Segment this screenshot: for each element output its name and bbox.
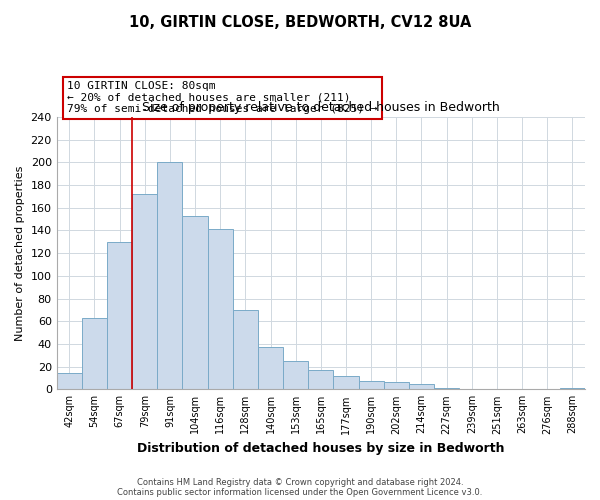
Bar [384, 382, 409, 390]
Bar [560, 388, 585, 390]
Bar [107, 242, 132, 390]
Bar [359, 382, 384, 390]
Y-axis label: Number of detached properties: Number of detached properties [15, 166, 25, 341]
Bar [132, 194, 157, 390]
Text: 10, GIRTIN CLOSE, BEDWORTH, CV12 8UA: 10, GIRTIN CLOSE, BEDWORTH, CV12 8UA [129, 15, 471, 30]
Bar [157, 162, 182, 390]
Text: Contains HM Land Registry data © Crown copyright and database right 2024.
Contai: Contains HM Land Registry data © Crown c… [118, 478, 482, 497]
Bar [208, 230, 233, 390]
Bar [233, 310, 258, 390]
Bar [283, 361, 308, 390]
Bar [308, 370, 334, 390]
Bar [434, 388, 459, 390]
X-axis label: Distribution of detached houses by size in Bedworth: Distribution of detached houses by size … [137, 442, 505, 455]
Bar [56, 374, 82, 390]
Text: 10 GIRTIN CLOSE: 80sqm
← 20% of detached houses are smaller (211)
79% of semi-de: 10 GIRTIN CLOSE: 80sqm ← 20% of detached… [67, 81, 378, 114]
Bar [258, 348, 283, 390]
Title: Size of property relative to detached houses in Bedworth: Size of property relative to detached ho… [142, 102, 500, 114]
Bar [82, 318, 107, 390]
Bar [334, 376, 359, 390]
Bar [409, 384, 434, 390]
Bar [182, 216, 208, 390]
